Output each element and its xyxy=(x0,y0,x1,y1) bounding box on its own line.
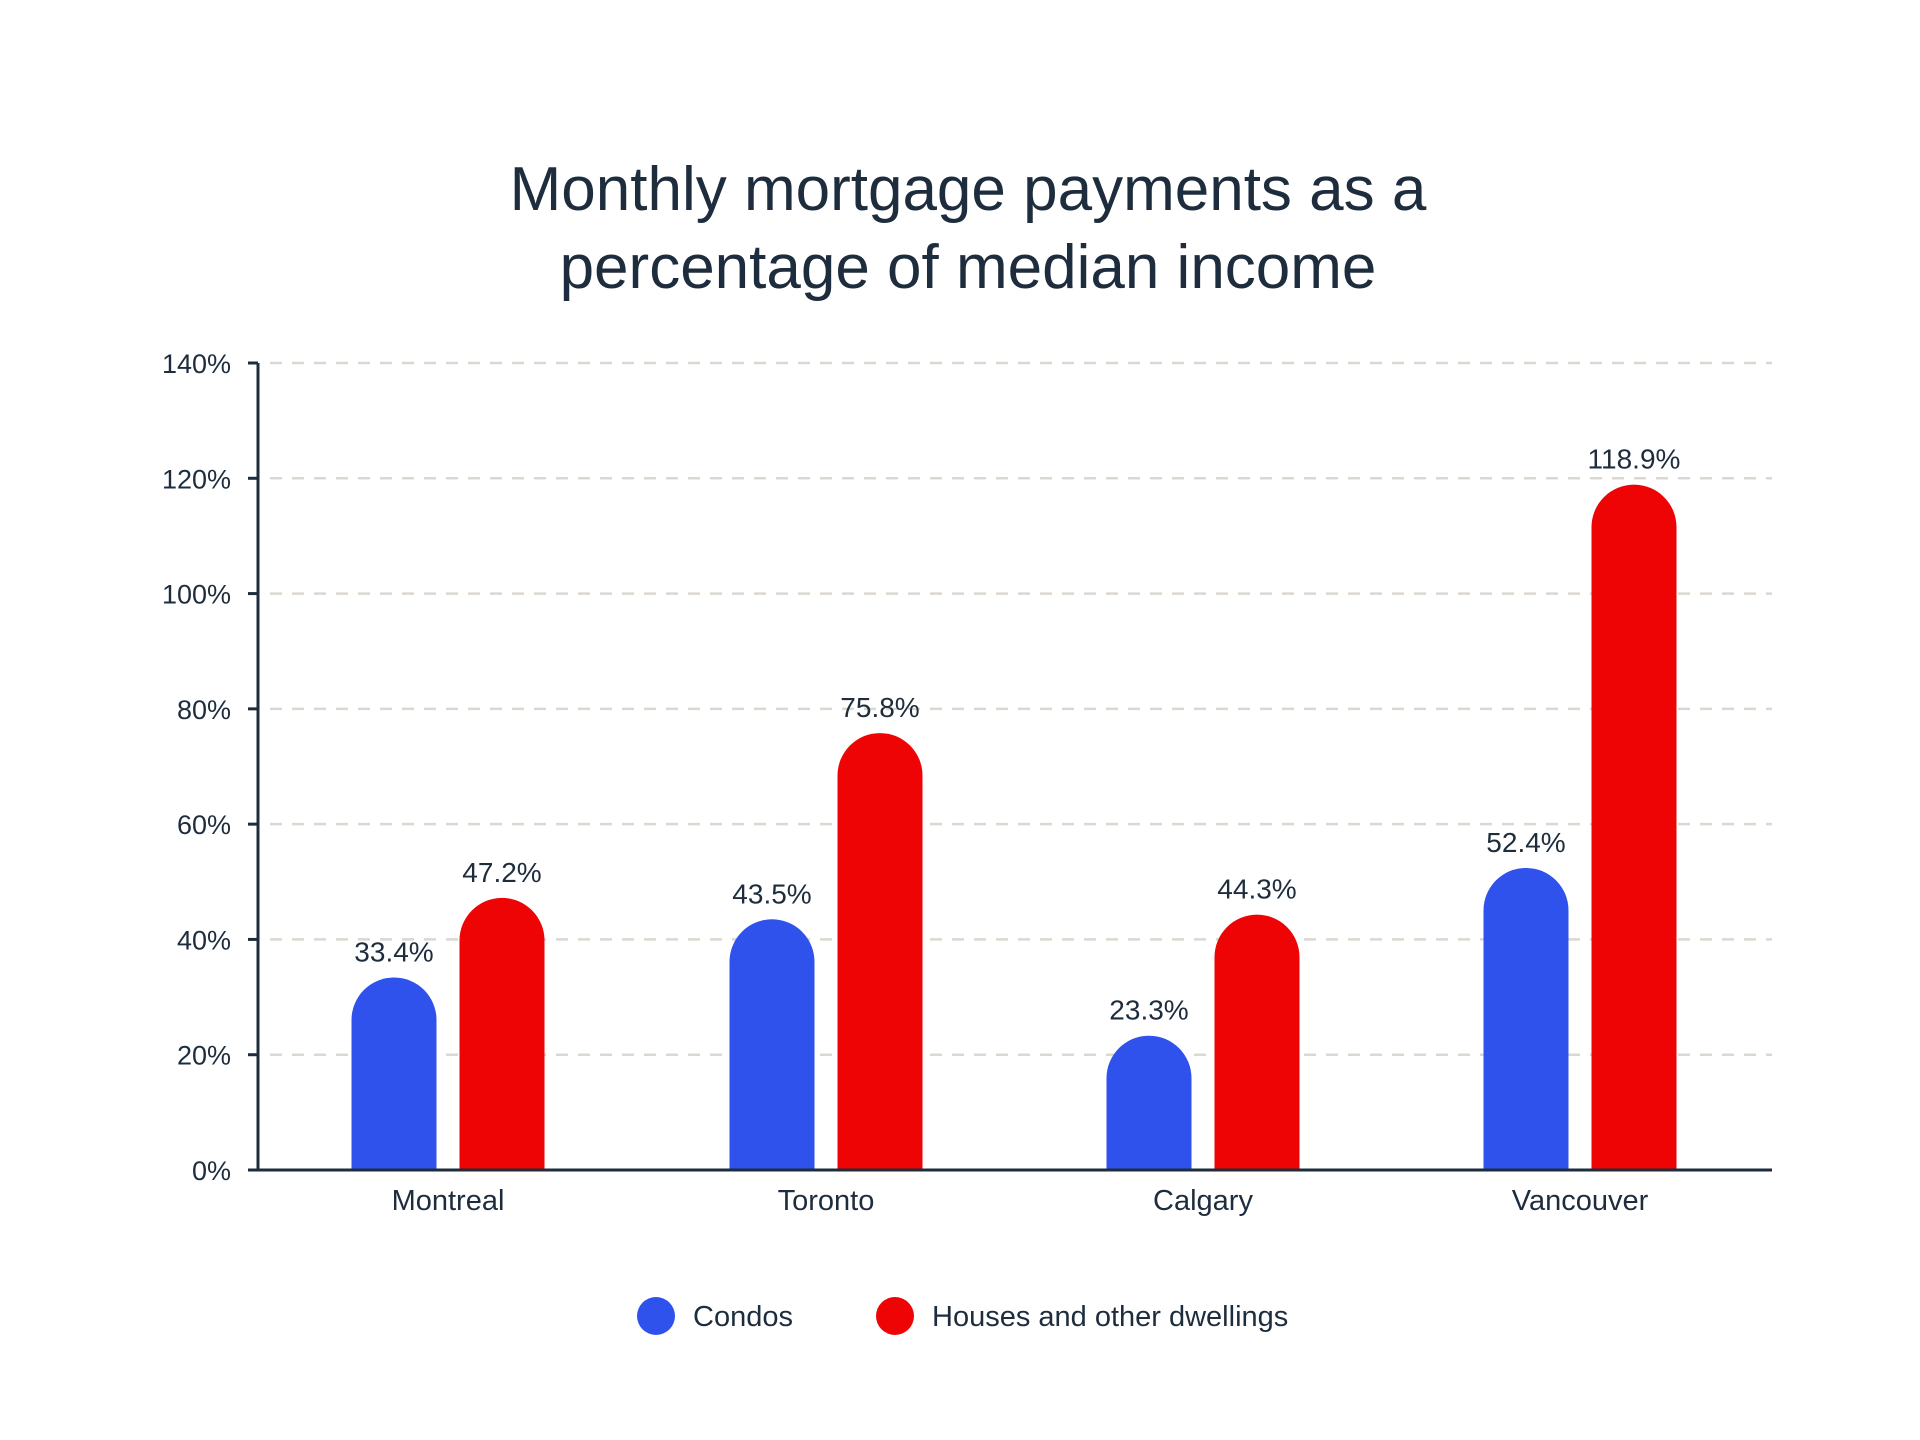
legend: Condos Houses and other dwellings xyxy=(637,1297,1288,1335)
legend-label: Condos xyxy=(693,1301,793,1333)
bar-condos-montreal xyxy=(351,977,437,1170)
bar-condos-toronto xyxy=(729,919,815,1170)
legend-swatch xyxy=(876,1297,914,1335)
y-tick-label: 100% xyxy=(162,580,231,610)
bar-condos-vancouver xyxy=(1483,867,1569,1170)
bar-condos-calgary xyxy=(1106,1035,1192,1170)
data-label: 44.3% xyxy=(1217,874,1296,905)
data-label: 23.3% xyxy=(1109,995,1188,1026)
data-label: 47.2% xyxy=(462,857,541,888)
data-label: 52.4% xyxy=(1486,827,1565,858)
data-labels: 33.4% 47.2% 43.5% 75.8% 23.3% 44.3% 52.4% 118.9… xyxy=(354,444,1680,1026)
bar-houses-montreal xyxy=(459,897,545,1170)
y-tick-label: 140% xyxy=(162,349,231,379)
y-tick-label: 60% xyxy=(177,810,231,840)
y-tick-label: 40% xyxy=(177,925,231,955)
data-label: 118.9% xyxy=(1588,444,1681,475)
chart-title-line-2: percentage of median income xyxy=(560,233,1377,302)
bar-houses-vancouver xyxy=(1591,484,1677,1170)
y-tick-label: 80% xyxy=(177,695,231,725)
chart-title-line-1: Monthly mortgage payments as a xyxy=(510,155,1427,224)
bar-houses-toronto xyxy=(837,733,923,1170)
y-tick-label: 0% xyxy=(192,1156,231,1186)
y-tick-label: 120% xyxy=(162,464,231,494)
x-category-label: Calgary xyxy=(1153,1185,1253,1217)
bar-houses-calgary xyxy=(1214,914,1300,1170)
x-category-label: Vancouver xyxy=(1512,1185,1649,1217)
x-category-label: Montreal xyxy=(392,1185,505,1217)
chart-title: Monthly mortgage payments as a percentag… xyxy=(510,155,1427,302)
x-category-label: Toronto xyxy=(778,1185,875,1217)
data-label: 75.8% xyxy=(840,692,919,723)
axes: 0% 20% 40% 60% 80% 100% 120% 140% Montreal Toront… xyxy=(162,349,1772,1217)
data-label: 33.4% xyxy=(354,936,433,967)
legend-label: Houses and other dwellings xyxy=(932,1301,1288,1333)
y-tick-label: 20% xyxy=(177,1041,231,1071)
bars xyxy=(351,484,1677,1170)
data-label: 43.5% xyxy=(732,878,811,909)
legend-swatch xyxy=(637,1297,675,1335)
